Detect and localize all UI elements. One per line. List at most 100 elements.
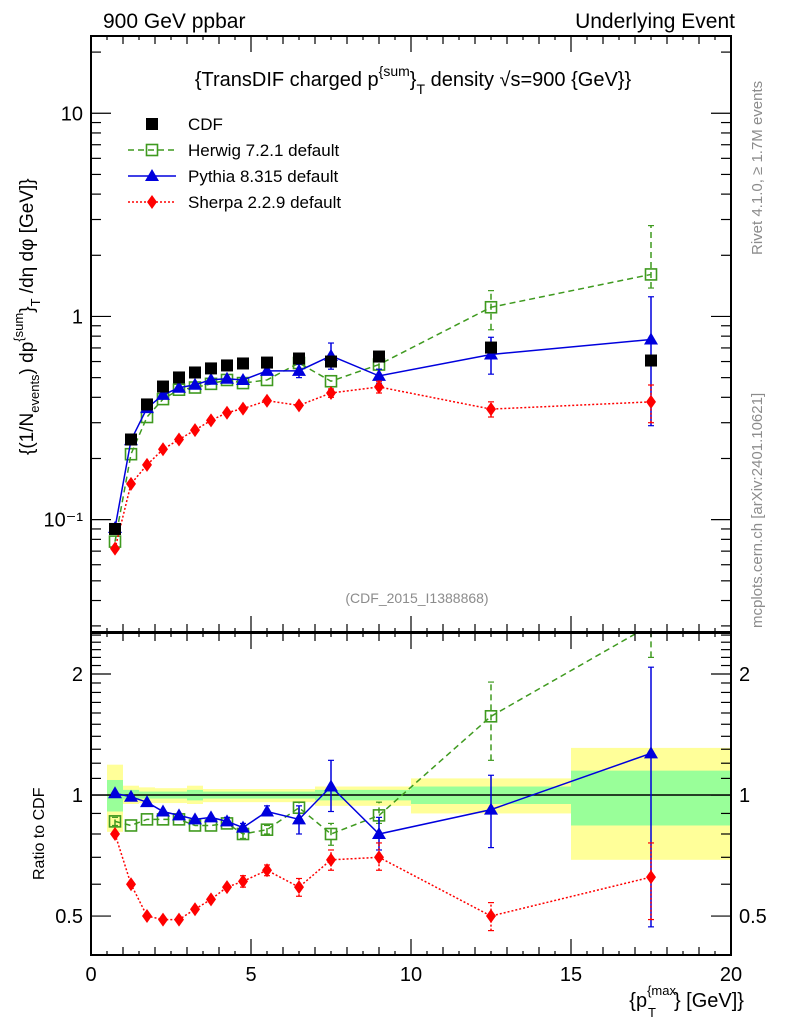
x-tick-label: 10 xyxy=(400,964,422,986)
ratio-pythia-point xyxy=(484,802,498,815)
ratio-pythia-point xyxy=(236,820,250,833)
pythia-point xyxy=(156,387,170,400)
sherpa-point xyxy=(222,405,232,420)
ratio-y-tick-label-right: 2 xyxy=(739,664,750,686)
ratio-pythia-point xyxy=(172,808,186,821)
ratio-y-tick-label-left: 1 xyxy=(72,785,83,807)
pythia-point xyxy=(204,372,218,385)
ratio-sherpa-point xyxy=(142,909,152,924)
ratio-pythia-point xyxy=(372,826,386,839)
cdf-point xyxy=(261,356,273,369)
ratio-series-pythia xyxy=(108,666,658,928)
sherpa-point xyxy=(486,402,496,417)
plot-title-sub: T xyxy=(416,81,425,97)
x-tick-label: 20 xyxy=(720,964,742,986)
ratio-pythia-point xyxy=(292,812,306,825)
cdf-point xyxy=(125,433,137,446)
sherpa-point xyxy=(158,442,168,457)
rivet-label: Rivet 4.1.0, ≥ 1.7M events xyxy=(749,81,766,255)
ratio-pythia-point xyxy=(324,779,338,792)
legend-marker-herwig xyxy=(145,143,159,157)
sherpa-point xyxy=(374,379,384,394)
ratio-pythia-point xyxy=(156,804,170,817)
cdf-point xyxy=(373,350,385,363)
plot-title-sup: {sum xyxy=(379,63,410,79)
ratio-herwig-point xyxy=(108,815,122,828)
ratio-series-clipped xyxy=(108,633,658,932)
series-pythia xyxy=(108,296,658,533)
legend-entry-pythia: Pythia 8.315 default xyxy=(128,167,339,186)
ratio-sherpa-line xyxy=(114,833,652,921)
x-tick-label: 5 xyxy=(245,964,256,986)
series-cdf xyxy=(109,341,657,535)
ratio-sherpa-point xyxy=(326,852,336,867)
herwig-line xyxy=(114,273,652,542)
ratio-pythia-point xyxy=(124,789,138,802)
ratio-pythia-point xyxy=(188,812,202,825)
ratio-frame: 2 2 1 1 0.5 0.5 0 5 10 15 20 xyxy=(55,632,767,986)
ratio-series-sherpa xyxy=(110,826,656,932)
ylabel-part-a: {(1/N xyxy=(17,413,38,455)
cdf-point xyxy=(645,354,657,367)
x-tick-label: 15 xyxy=(560,964,582,986)
ratio-herwig-point xyxy=(324,827,338,841)
ylabel-sub-T: T xyxy=(28,298,43,306)
sherpa-point xyxy=(206,413,216,428)
sherpa-point xyxy=(174,432,184,447)
ratio-y-axis-label: Ratio to CDF xyxy=(31,787,48,880)
pythia-point xyxy=(220,371,234,384)
legend-label-cdf: CDF xyxy=(188,115,223,134)
ratio-sherpa-point xyxy=(190,902,200,917)
main-y-axis-label: {(1/Nevents) dp{sum}T /dη dφ [GeV]} xyxy=(11,178,43,455)
main-series-layer xyxy=(108,224,658,556)
header-left-label: 900 GeV ppbar xyxy=(103,10,245,33)
legend-entry-herwig: Herwig 7.2.1 default xyxy=(128,141,339,160)
cdf-point xyxy=(157,380,169,393)
legend-entry-sherpa: Sherpa 2.2.9 default xyxy=(128,193,341,212)
pythia-point xyxy=(292,363,306,376)
ratio-series-layer xyxy=(108,633,658,932)
ratio-sherpa-point xyxy=(222,880,232,895)
ratio-herwig-point xyxy=(140,813,154,826)
mcplots-label: mcplots.cern.ch [arXiv:2401.10621] xyxy=(749,393,766,628)
sherpa-point xyxy=(262,393,272,408)
sherpa-point xyxy=(294,398,304,413)
pythia-point xyxy=(236,372,250,385)
xlabel-sub-T: T xyxy=(648,1005,656,1020)
ratio-sherpa-point xyxy=(238,874,248,889)
ylabel-part-d: /dη dφ [GeV]} xyxy=(17,178,38,298)
ratio-sherpa-point xyxy=(126,877,136,892)
legend-marker-cdf xyxy=(146,118,158,130)
sherpa-line xyxy=(114,386,652,549)
ratio-sherpa-point xyxy=(646,870,656,885)
pythia-point xyxy=(372,368,386,381)
cdf-point xyxy=(109,522,121,535)
legend-entry-cdf: CDF xyxy=(146,115,223,134)
ratio-herwig-point xyxy=(124,819,138,832)
xlabel-pre: {p xyxy=(629,990,647,1012)
pythia-point xyxy=(172,380,186,393)
ratio-y-tick-label-left: 2 xyxy=(72,664,83,686)
ratio-herwig-point xyxy=(260,823,274,836)
main-y-tick-label: 10⁻¹ xyxy=(44,510,84,532)
sherpa-point xyxy=(110,541,120,556)
cdf-point xyxy=(237,357,249,370)
ratio-sherpa-point xyxy=(262,863,272,878)
plot-title-post: density √s=900 {GeV}} xyxy=(425,69,631,91)
main-y-tick-label: 10 xyxy=(61,103,83,125)
x-tick-label: 0 xyxy=(85,964,96,986)
ratio-sherpa-point xyxy=(174,912,184,927)
legend-label-sherpa: Sherpa 2.2.9 default xyxy=(188,193,341,212)
pythia-point xyxy=(260,363,274,376)
ratio-panel xyxy=(91,747,731,860)
ylabel-part-b: ) dp xyxy=(17,342,38,375)
sherpa-point xyxy=(142,457,152,472)
xlabel-post: } [GeV]} xyxy=(674,990,744,1012)
ratio-sherpa-point xyxy=(486,909,496,924)
ratio-sherpa-point xyxy=(110,826,120,841)
header-right-label: Underlying Event xyxy=(575,10,735,33)
legend-marker-pythia xyxy=(145,169,159,181)
sherpa-point xyxy=(126,476,136,491)
cdf-point xyxy=(173,371,185,384)
legend-label-pythia: Pythia 8.315 default xyxy=(188,167,339,186)
